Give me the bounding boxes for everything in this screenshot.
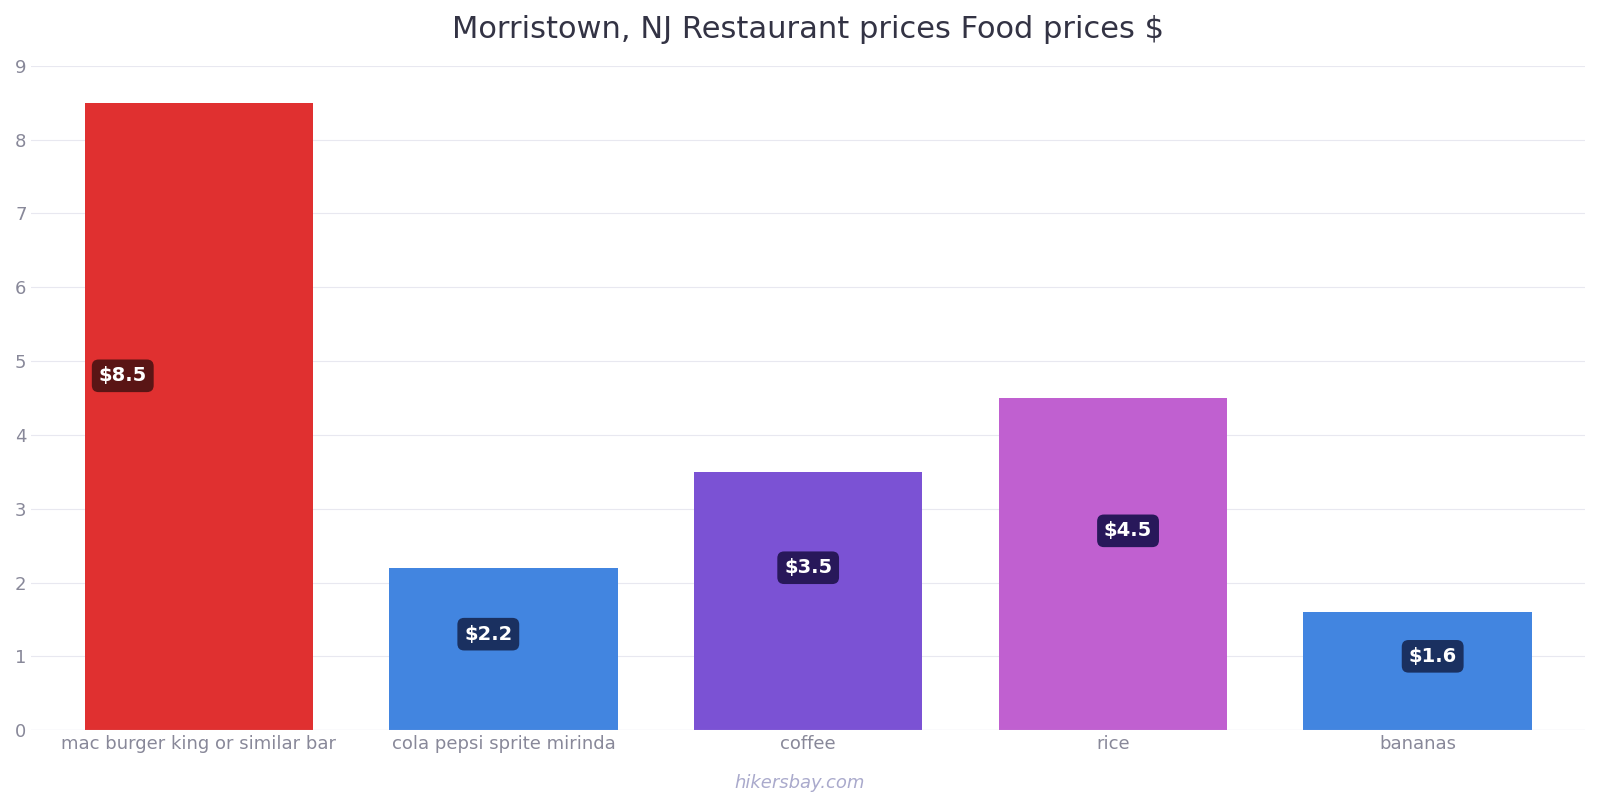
Title: Morristown, NJ Restaurant prices Food prices $: Morristown, NJ Restaurant prices Food pr… bbox=[453, 15, 1165, 44]
Text: $3.5: $3.5 bbox=[784, 558, 832, 578]
Text: $2.2: $2.2 bbox=[464, 625, 512, 644]
Bar bbox=[1304, 612, 1531, 730]
Bar bbox=[998, 398, 1227, 730]
Text: $4.5: $4.5 bbox=[1104, 522, 1152, 540]
Text: $8.5: $8.5 bbox=[99, 366, 147, 386]
Bar bbox=[694, 472, 923, 730]
Text: $1.6: $1.6 bbox=[1408, 647, 1458, 666]
Bar bbox=[389, 568, 618, 730]
Bar bbox=[85, 102, 314, 730]
Text: hikersbay.com: hikersbay.com bbox=[734, 774, 866, 792]
